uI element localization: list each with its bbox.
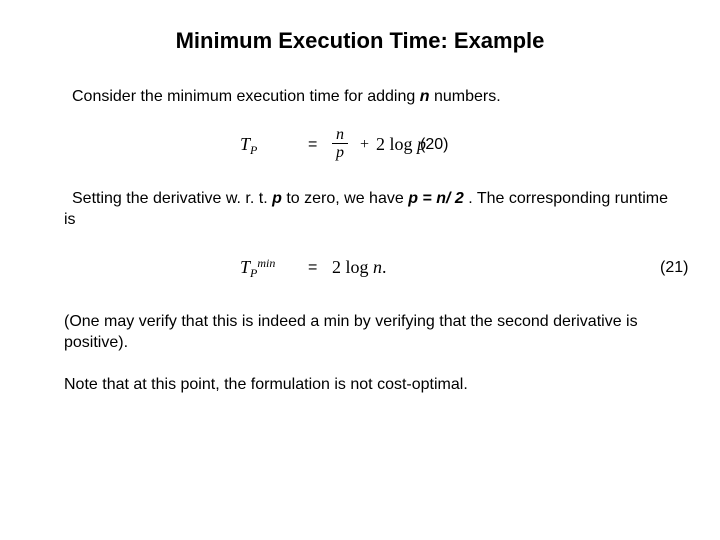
eq20-rhs: 2 log p: [376, 134, 426, 155]
equation-20: TP = n p + 2 log p (20): [40, 124, 680, 172]
intro-paragraph: Consider the minimum execution time for …: [72, 86, 680, 108]
eq20-T: T: [240, 134, 250, 154]
eq21-rhs-text: 2 log: [332, 257, 373, 277]
eq21-lhs: TPmin: [240, 257, 275, 278]
eq20-frac-num: n: [332, 126, 348, 145]
eq20-number: (20): [420, 136, 448, 154]
deriv-text-a: Setting the derivative w. r. t.: [72, 190, 272, 207]
intro-text-a: Consider the minimum execution time for …: [72, 88, 420, 105]
eq21-dot: .: [382, 257, 387, 277]
deriv-var-p1: p: [272, 190, 282, 207]
cost-optimal-paragraph: Note that at this point, the formulation…: [64, 374, 680, 396]
slide-title: Minimum Execution Time: Example: [40, 28, 680, 54]
eq20-lhs: TP: [240, 134, 257, 155]
equation-21: TPmin = 2 log n. (21): [40, 247, 680, 295]
verify-paragraph: (One may verify that this is indeed a mi…: [64, 311, 680, 354]
eq21-T: T: [240, 257, 250, 277]
intro-text-b: numbers.: [430, 88, 501, 105]
eq21-equals: =: [308, 259, 317, 277]
eq20-plus: +: [360, 136, 369, 154]
eq21-rhs: 2 log n.: [332, 257, 387, 278]
eq21-sup-min: min: [257, 256, 275, 270]
slide: Minimum Execution Time: Example Consider…: [0, 0, 720, 540]
eq20-frac-den: p: [332, 144, 348, 162]
eq20-fraction: n p: [332, 126, 348, 162]
eq21-rhs-n: n: [373, 257, 382, 277]
eq20-equals: =: [308, 136, 317, 154]
eq20-rhs-text: 2 log: [376, 134, 417, 154]
derivative-paragraph: Setting the derivative w. r. t. p to zer…: [64, 188, 680, 231]
deriv-var-p2: p = n/ 2: [408, 190, 464, 207]
eq21-number: (21): [660, 259, 688, 277]
eq20-sub-P: P: [250, 143, 257, 157]
intro-var-n: n: [420, 88, 430, 105]
deriv-text-b: to zero, we have: [282, 190, 408, 207]
